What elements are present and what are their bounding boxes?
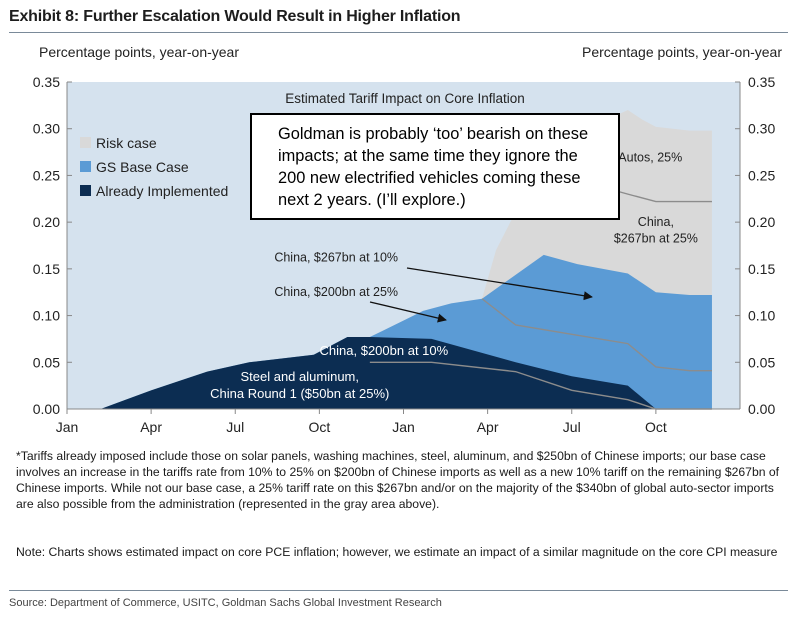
x-tick-label: Jan bbox=[392, 419, 415, 435]
area-annotation: China Round 1 ($50bn at 25%) bbox=[210, 386, 389, 401]
x-tick-label: Apr bbox=[477, 419, 499, 435]
legend-swatch bbox=[80, 161, 91, 172]
x-tick-label: Apr bbox=[140, 419, 162, 435]
segment-divider-line-2 bbox=[481, 298, 712, 372]
legend-label: GS Base Case bbox=[96, 159, 189, 175]
y-tick-label-right: 0.15 bbox=[748, 261, 775, 277]
y-tick-label-left: 0.30 bbox=[33, 121, 60, 137]
x-tick-label: Jul bbox=[563, 419, 581, 435]
note: Note: Charts shows estimated impact on c… bbox=[16, 545, 778, 559]
area-annotation: $267bn at 25% bbox=[614, 232, 698, 246]
footnote: *Tariffs already imposed include those o… bbox=[16, 449, 780, 511]
y-tick-label-right: 0.25 bbox=[748, 167, 775, 183]
source-line: Source: Department of Commerce, USITC, G… bbox=[9, 597, 442, 609]
y-tick-label-right: 0.35 bbox=[748, 74, 775, 90]
y-tick-label-left: 0.10 bbox=[33, 308, 60, 324]
exhibit-title: Exhibit 8: Further Escalation Would Resu… bbox=[9, 8, 461, 25]
x-tick-label: Oct bbox=[645, 419, 667, 435]
source-divider bbox=[9, 590, 788, 591]
y-tick-label-left: 0.05 bbox=[33, 354, 60, 370]
y-tick-label-left: 0.25 bbox=[33, 167, 60, 183]
title-divider bbox=[9, 32, 788, 33]
x-tick-label: Jan bbox=[56, 419, 79, 435]
x-tick-label: Oct bbox=[308, 419, 330, 435]
y-axis-label-left: Percentage points, year-on-year bbox=[39, 44, 239, 60]
area-annotation: China, $200bn at 10% bbox=[320, 343, 449, 358]
y-tick-label-right: 0.10 bbox=[748, 308, 775, 324]
area-already-implemented bbox=[67, 337, 656, 409]
legend-swatch bbox=[80, 185, 91, 196]
area-annotation: China, $200bn at 25% bbox=[274, 285, 398, 299]
legend-label: Already Implemented bbox=[96, 183, 228, 199]
commentary-callout-box: Goldman is probably ‘too’ bearish on the… bbox=[250, 113, 620, 220]
y-axis-label-right: Percentage points, year-on-year bbox=[582, 44, 782, 60]
legend-swatch bbox=[80, 137, 91, 148]
y-tick-label-right: 0.30 bbox=[748, 121, 775, 137]
x-tick-label: Jul bbox=[226, 419, 244, 435]
chart-legend: Risk case GS Base Case Already Implemented bbox=[80, 135, 228, 199]
area-annotation: Steel and aluminum, bbox=[240, 369, 359, 384]
area-annotation: Autos, 25% bbox=[618, 150, 682, 164]
y-tick-label-right: 0.05 bbox=[748, 354, 775, 370]
legend-label: Risk case bbox=[96, 135, 157, 151]
arrow-200bn-25pct bbox=[369, 301, 447, 323]
y-tick-label-left: 0.20 bbox=[33, 214, 60, 230]
y-tick-label-right: 0.00 bbox=[748, 401, 775, 417]
area-annotation: China, bbox=[638, 215, 674, 229]
area-annotation: China, $267bn at 10% bbox=[274, 250, 398, 264]
y-tick-label-right: 0.20 bbox=[748, 214, 775, 230]
y-tick-label-left: 0.15 bbox=[33, 261, 60, 277]
y-tick-label-left: 0.35 bbox=[33, 74, 60, 90]
y-tick-label-left: 0.00 bbox=[33, 401, 60, 417]
chart-title: Estimated Tariff Impact on Core Inflatio… bbox=[285, 91, 525, 106]
arrow-267bn-10pct bbox=[406, 267, 593, 301]
